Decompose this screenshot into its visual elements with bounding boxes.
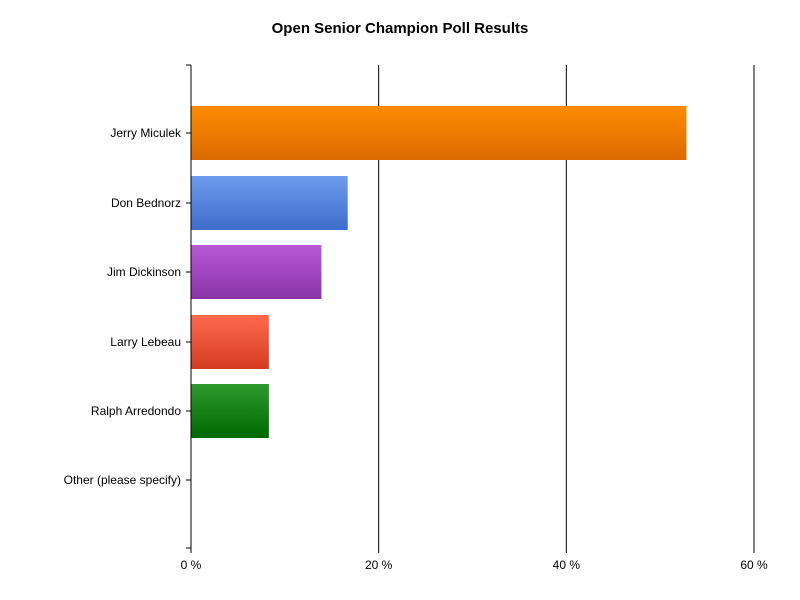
chart-title: Open Senior Champion Poll Results	[272, 20, 529, 37]
category-label-don-bednorz: Don Bednorz	[111, 196, 181, 210]
category-label-larry-lebeau: Larry Lebeau	[110, 335, 181, 349]
category-label-jerry-miculek: Jerry Miculek	[110, 126, 182, 140]
x-tick-label-0: 0 %	[181, 558, 202, 572]
x-tick-label-40: 40 %	[553, 558, 581, 572]
bar-larry-lebeau	[191, 315, 269, 369]
bar-ralph-arredondo	[191, 384, 269, 438]
category-label-ralph-arredondo: Ralph Arredondo	[91, 404, 181, 418]
bar-jim-dickinson	[191, 245, 322, 299]
category-label-jim-dickinson: Jim Dickinson	[107, 265, 181, 279]
bars	[191, 106, 687, 438]
axes	[186, 64, 755, 553]
x-tick-label-60: 60 %	[740, 558, 768, 572]
x-tick-labels: 0 % 20 % 40 % 60 %	[181, 558, 768, 572]
x-tick-label-20: 20 %	[365, 558, 393, 572]
category-label-other-please-specify: Other (please specify)	[64, 473, 181, 487]
category-labels: Jerry Miculek Don Bednorz Jim Dickinson Lar…	[64, 126, 182, 487]
bar-don-bednorz	[191, 176, 348, 230]
bar-jerry-miculek	[191, 106, 687, 160]
